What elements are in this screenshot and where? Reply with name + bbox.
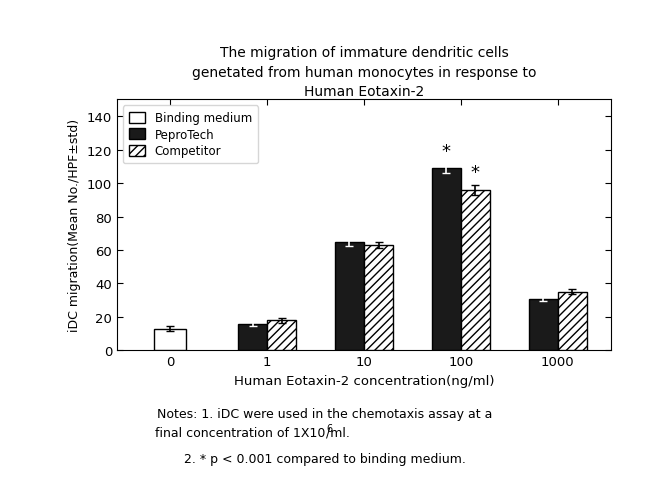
Bar (335, 242, 364, 351)
Text: Notes: 1. iDC were used in the chemotaxis assay at a: Notes: 1. iDC were used in the chemotaxi… (157, 407, 493, 420)
Bar (558, 292, 587, 351)
Bar (154, 329, 187, 351)
Text: 2. * p < 0.001 compared to binding medium.: 2. * p < 0.001 compared to binding mediu… (184, 452, 466, 465)
Text: final concentration of 1X10: final concentration of 1X10 (155, 426, 325, 439)
Bar (267, 321, 296, 351)
Bar (528, 299, 558, 351)
Y-axis label: iDC migration(Mean No./HPF±std): iDC migration(Mean No./HPF±std) (68, 119, 81, 332)
Legend: Binding medium, PeproTech, Competitor: Binding medium, PeproTech, Competitor (123, 106, 258, 164)
Bar (432, 169, 461, 351)
Bar (238, 324, 267, 351)
Bar (461, 190, 490, 351)
Text: The migration of immature dendritic cells
genetated from human monocytes in resp: The migration of immature dendritic cell… (192, 46, 536, 99)
X-axis label: Human Eotaxin-2 concentration(ng/ml): Human Eotaxin-2 concentration(ng/ml) (234, 374, 494, 387)
Text: *: * (442, 142, 451, 160)
Text: /ml.: /ml. (326, 426, 350, 439)
Text: 6: 6 (326, 423, 332, 433)
Bar (364, 245, 393, 351)
Text: *: * (471, 164, 480, 182)
